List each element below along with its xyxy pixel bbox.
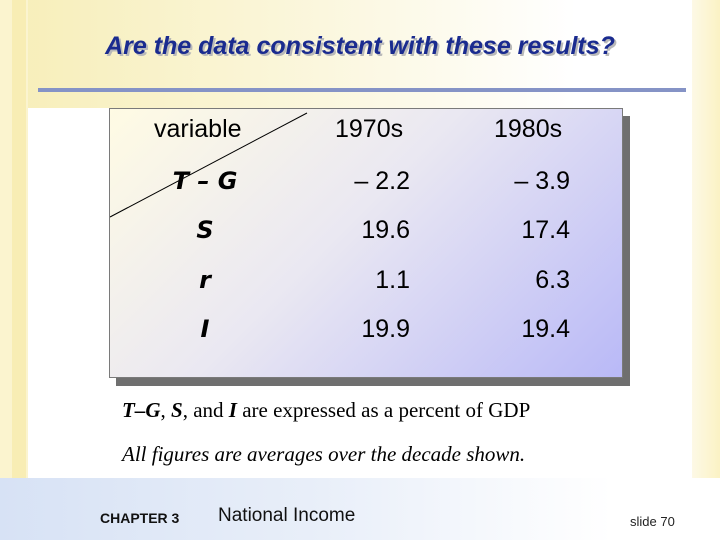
row-s-1980s: 17.4 [521, 216, 570, 244]
data-table: variable 1970s 1980s T – G – 2.2 – 3.9 S… [109, 108, 623, 378]
row-i-1980s: 19.4 [521, 315, 570, 343]
note-tg: T–G [122, 398, 161, 422]
slide-number: slide 70 [630, 514, 675, 529]
row-variable-i: I [200, 315, 210, 343]
footer-chapter-title: National Income [218, 505, 356, 526]
note-rest: are expressed as a percent of GDP [236, 398, 531, 422]
note-sep2: , and [182, 398, 229, 422]
header-1970s: 1970s [335, 115, 404, 143]
footer-chapter: CHAPTER 3 [100, 510, 180, 526]
row-r-1970s: 1.1 [375, 266, 410, 294]
note-sep1: , [160, 398, 171, 422]
note-i: I [228, 398, 237, 422]
note-decade-averages: All figures are averages over the decade… [122, 442, 526, 466]
note-s: S [171, 398, 183, 422]
note-percent-of-gdp: T–G, S, and I are expressed as a percent… [122, 398, 530, 423]
slide-title: Are the data consistent with these resul… [105, 32, 615, 60]
row-variable-r: r [199, 266, 211, 294]
row-s-1970s: 19.6 [361, 216, 410, 244]
row-variable-s: S [196, 216, 214, 244]
title-underline [38, 88, 686, 92]
row-variable-t-minus-g: T – G [172, 167, 238, 195]
left-decor-stripe-inner [12, 0, 26, 540]
row-r-1980s: 6.3 [535, 266, 570, 294]
row-t-minus-g-1980s: – 3.9 [514, 167, 570, 195]
left-decor-stripe [0, 0, 28, 540]
footer-band [0, 478, 720, 540]
row-t-minus-g-1970s: – 2.2 [354, 167, 410, 195]
row-i-1970s: 19.9 [361, 315, 410, 343]
right-decor-stripe [692, 0, 720, 540]
header-1980s: 1980s [494, 115, 563, 143]
header-variable: variable [154, 115, 242, 143]
table-diagonal-line [110, 112, 308, 218]
